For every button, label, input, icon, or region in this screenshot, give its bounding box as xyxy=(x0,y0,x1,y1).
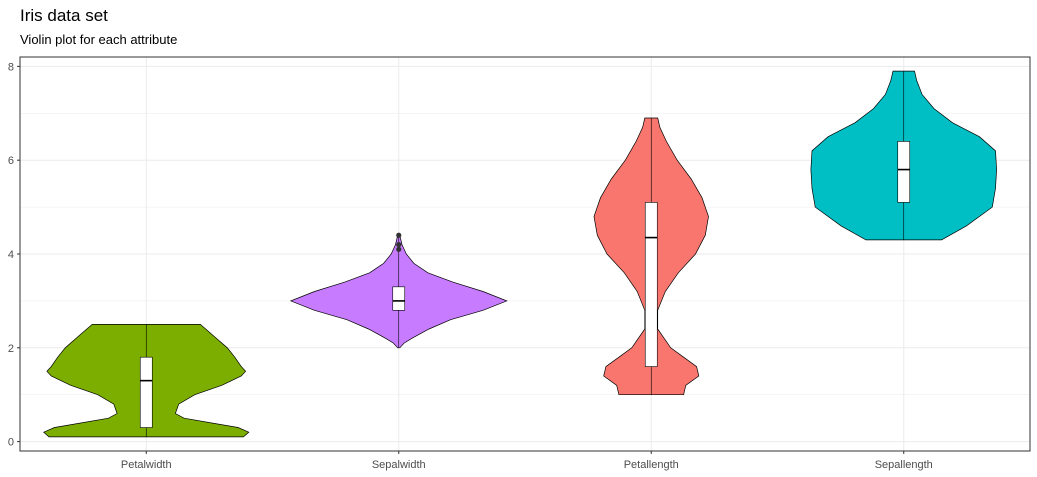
violins xyxy=(43,70,997,438)
x-tick-label: Sepallength xyxy=(875,459,933,471)
y-tick-label: 2 xyxy=(8,343,14,355)
x-tick-label: Petalwidth xyxy=(121,459,172,471)
box-petalwidth xyxy=(139,356,153,428)
box-sepallength xyxy=(897,141,911,203)
y-tick-label: 8 xyxy=(8,61,14,73)
outlier-point xyxy=(396,242,402,248)
box-petallength xyxy=(644,202,658,367)
axes: 0 2 4 6 8 Petalwidth Sepalwidth Petallength Sepa… xyxy=(8,61,933,471)
outlier-point xyxy=(396,246,402,252)
y-tick-label: 4 xyxy=(8,249,14,261)
chart-title: Iris data set xyxy=(20,6,108,25)
y-tick-label: 6 xyxy=(8,155,14,167)
y-tick-label: 0 xyxy=(8,437,14,449)
x-tick-label: Petallength xyxy=(624,459,679,471)
outlier-point xyxy=(396,232,402,238)
chart-subtitle: Violin plot for each attribute xyxy=(20,32,178,47)
x-tick-label: Sepalwidth xyxy=(372,459,426,471)
box-sepalwidth xyxy=(392,286,406,311)
